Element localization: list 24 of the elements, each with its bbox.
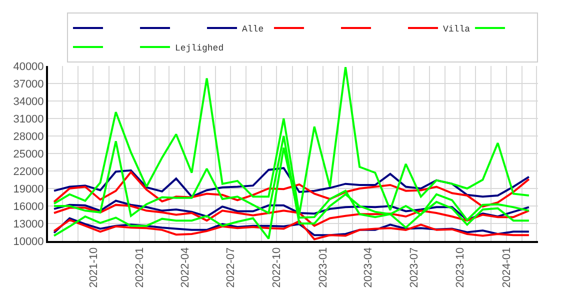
y-tick-label: 10000 (13, 236, 44, 248)
x-tick-label: 2022-04 (179, 247, 192, 288)
y-tick-label: 22000 (13, 166, 44, 178)
x-tick-label: 2023-10 (454, 247, 467, 288)
y-tick-label: 40000 (13, 60, 44, 73)
x-tick-label: 2021-10 (88, 247, 100, 288)
legend-label: Alle (242, 24, 264, 35)
x-tick-label: 2022-07 (225, 247, 238, 288)
y-tick-label: 31000 (13, 113, 44, 126)
y-tick-label: 13000 (13, 218, 44, 230)
x-tick-label: 2023-07 (408, 247, 420, 288)
x-tick-label: 2024-01 (500, 247, 513, 288)
y-tick-label: 25000 (13, 148, 44, 160)
y-tick-label: 19000 (13, 183, 44, 196)
x-tick-label: 2023-01 (317, 247, 330, 288)
x-tick-label: 2023-04 (362, 247, 375, 288)
legend-label: Villa (443, 24, 471, 35)
y-tick-label: 37000 (13, 78, 44, 90)
legend-label: Lejlighed (175, 44, 224, 54)
y-tick-label: 28000 (13, 130, 44, 143)
y-tick-label: 16000 (13, 200, 44, 213)
x-tick-label: 2022-01 (134, 247, 146, 288)
y-tick-label: 34000 (13, 96, 44, 108)
x-tick-label: 2022-10 (271, 247, 284, 288)
